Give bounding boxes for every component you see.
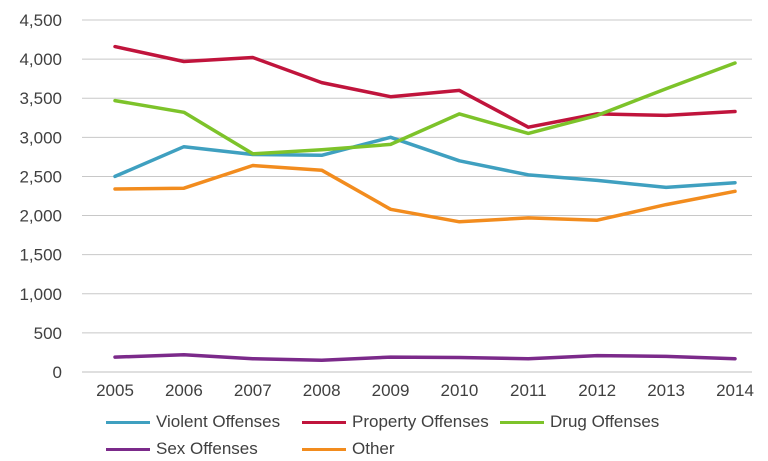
legend-swatch-property xyxy=(302,421,346,424)
x-tick-label: 2010 xyxy=(441,381,479,400)
legend-item-property-offenses: Property Offenses xyxy=(302,412,489,432)
gridlines xyxy=(82,20,752,372)
legend-item-violent-offenses: Violent Offenses xyxy=(106,412,280,432)
x-tick-label: 2008 xyxy=(303,381,341,400)
legend-swatch-sex xyxy=(106,448,150,451)
legend-swatch-violent xyxy=(106,421,150,424)
x-tick-label: 2005 xyxy=(96,381,134,400)
y-axis-ticks: 0 500 1,000 1,500 2,000 2,500 3,000 3,500 4,000 4… xyxy=(19,11,62,382)
y-tick-label: 4,000 xyxy=(19,50,62,69)
y-tick-label: 2,000 xyxy=(19,207,62,226)
x-axis-ticks: 2005 2006 2007 2008 2009 2010 2011 2012 2013 2014 xyxy=(96,381,754,400)
x-tick-label: 2009 xyxy=(372,381,410,400)
x-tick-label: 2013 xyxy=(647,381,685,400)
x-tick-label: 2014 xyxy=(716,381,754,400)
legend-item-sex-offenses: Sex Offenses xyxy=(106,439,258,459)
legend-item-drug-offenses: Drug Offenses xyxy=(500,412,659,432)
y-tick-label: 3,000 xyxy=(19,128,62,147)
legend-label: Violent Offenses xyxy=(156,412,280,432)
series-lines xyxy=(115,46,735,360)
y-tick-label: 1,500 xyxy=(19,246,62,265)
x-tick-label: 2007 xyxy=(234,381,272,400)
legend-label: Other xyxy=(352,439,395,459)
x-tick-label: 2006 xyxy=(165,381,203,400)
y-tick-label: 1,000 xyxy=(19,285,62,304)
x-tick-label: 2011 xyxy=(510,381,547,400)
y-tick-label: 500 xyxy=(34,324,62,343)
legend-label: Drug Offenses xyxy=(550,412,659,432)
legend-label: Property Offenses xyxy=(352,412,489,432)
legend-label: Sex Offenses xyxy=(156,439,258,459)
legend: Violent Offenses Property Offenses Drug … xyxy=(0,406,768,461)
x-tick-label: 2012 xyxy=(578,381,616,400)
series-line-other xyxy=(115,166,735,222)
y-tick-label: 4,500 xyxy=(19,11,62,30)
legend-swatch-other xyxy=(302,448,346,451)
y-tick-label: 3,500 xyxy=(19,89,62,108)
legend-swatch-drug xyxy=(500,421,544,424)
y-tick-label: 2,500 xyxy=(19,167,62,186)
legend-item-other: Other xyxy=(302,439,395,459)
series-line-drug-offenses xyxy=(115,63,735,154)
series-line-sex-offenses xyxy=(115,355,735,361)
y-tick-label: 0 xyxy=(53,363,62,382)
